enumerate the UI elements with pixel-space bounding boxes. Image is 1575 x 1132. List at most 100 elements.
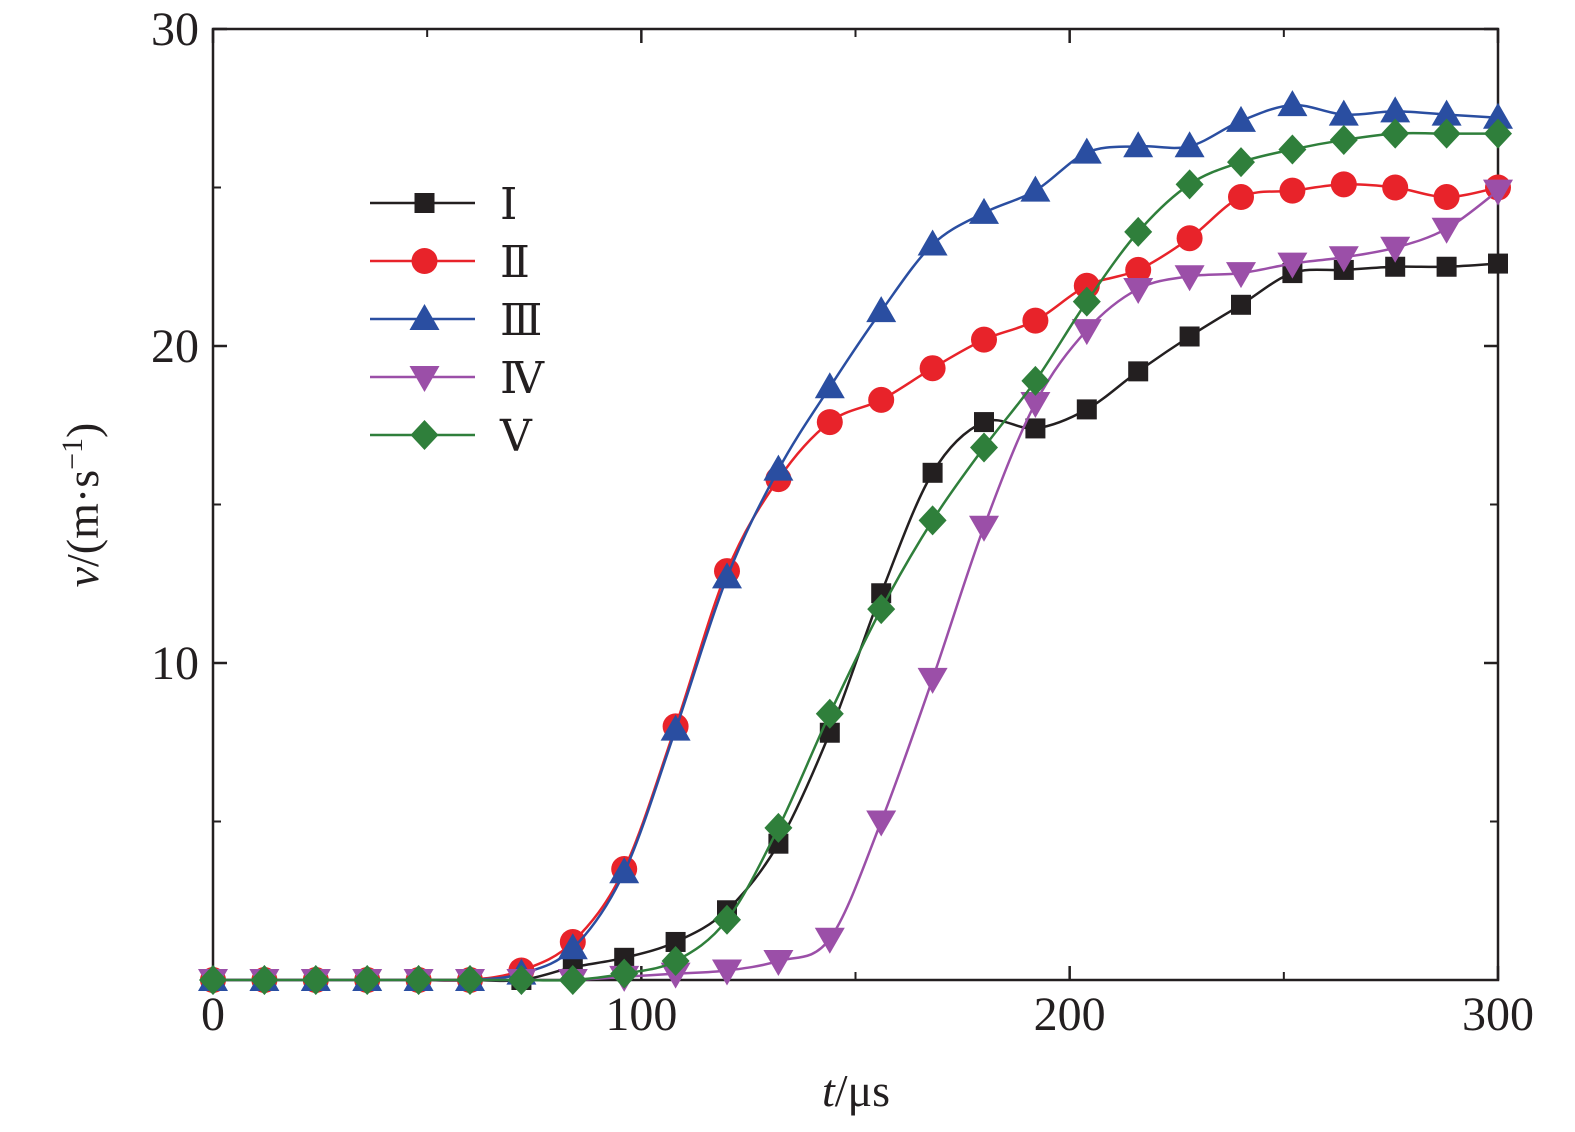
data-point [558,965,587,995]
series-layer [198,90,1513,995]
data-point [1226,262,1256,289]
data-point [1228,184,1254,211]
data-point [1431,99,1462,126]
data-point [969,515,999,542]
x-tick-label: 300 [1462,988,1534,1041]
data-point [917,667,948,694]
data-point [661,945,690,976]
data-point [1436,256,1457,277]
data-point [763,454,794,481]
series-4 [198,179,1513,995]
data-point [713,904,741,935]
series-5 [199,118,1512,995]
data-point [1128,361,1149,382]
data-point [610,958,639,989]
data-point [1278,134,1307,165]
data-point [1329,124,1358,155]
legend-item-3: Ⅲ [370,296,542,345]
data-point [712,562,742,589]
data-point [1328,246,1359,273]
legend: Ⅰ Ⅱ Ⅲ Ⅳ Ⅴ [370,180,545,461]
y-tick-label: 30 [151,3,199,56]
data-point [199,965,227,995]
legend-item-1: Ⅰ [370,180,517,229]
data-point [814,927,845,954]
data-point [1025,418,1046,439]
x-axis-title-unit: /μs [835,1065,890,1116]
legend-label: Ⅴ [499,412,533,461]
data-point [301,965,330,995]
data-point [815,698,844,729]
y-axis-title-exponent: −1 [56,438,89,470]
legend-label: Ⅰ [500,180,517,229]
data-point [1123,131,1154,158]
data-point [1175,169,1204,200]
data-point [1076,399,1097,420]
data-point [819,722,840,743]
data-point [918,505,947,536]
data-point [764,812,793,843]
data-point [1277,252,1308,279]
legend-marker [409,366,440,392]
x-tick-label: 100 [605,988,677,1041]
series-2 [200,171,1511,993]
data-point [970,432,998,463]
data-point [1227,147,1255,178]
data-point [1231,294,1251,315]
legend-marker [414,193,435,213]
data-point [866,810,897,837]
series-line-5 [213,131,1498,982]
plot-frame [211,27,1500,982]
legend-label: Ⅳ [500,354,545,403]
data-point [971,326,997,353]
series-line-1 [213,262,1499,983]
data-point [1432,118,1461,149]
data-point [974,412,994,433]
series-line-3 [213,103,1499,982]
legend-item-2: Ⅱ [370,238,530,287]
data-point [665,931,686,952]
data-point [1071,137,1102,164]
data-point [814,372,845,399]
data-point [609,857,640,884]
data-point [1226,105,1256,132]
axes-frame: 0 100 200 300 10 20 30 [151,3,1534,1041]
data-point [1380,236,1411,263]
legend-marker [411,248,438,274]
data-point [1020,175,1051,202]
data-point [1484,118,1512,149]
data-point [1279,177,1306,204]
y-tick-label: 10 [151,637,199,690]
data-point [1381,118,1410,149]
data-point [1483,179,1513,206]
y-axis-title-close: ) [57,423,108,438]
data-point [868,386,895,413]
data-point [456,965,484,995]
legend-item-4: Ⅳ [370,354,545,403]
data-point [1330,171,1357,198]
data-point [867,594,896,625]
data-point [1382,174,1409,201]
data-point [507,965,536,995]
data-point [1380,96,1411,123]
data-point [866,296,897,323]
data-point [1174,265,1205,292]
data-point [1071,319,1102,346]
x-tick-label: 200 [1034,988,1106,1041]
data-point [763,949,794,976]
data-point [712,959,742,986]
x-axis-title-var: t [822,1065,836,1116]
data-point [1125,256,1152,283]
data-point [1176,225,1203,252]
data-point [1124,216,1153,247]
data-point [1072,286,1101,317]
data-point [1431,217,1462,244]
data-point [1022,307,1049,334]
series-line-4 [213,189,1499,982]
data-point [919,355,946,382]
data-point [353,965,382,995]
y-axis-title-var: v [57,566,108,587]
data-point [1277,90,1308,117]
y-axis-title-unit: /(m·s [57,470,108,567]
